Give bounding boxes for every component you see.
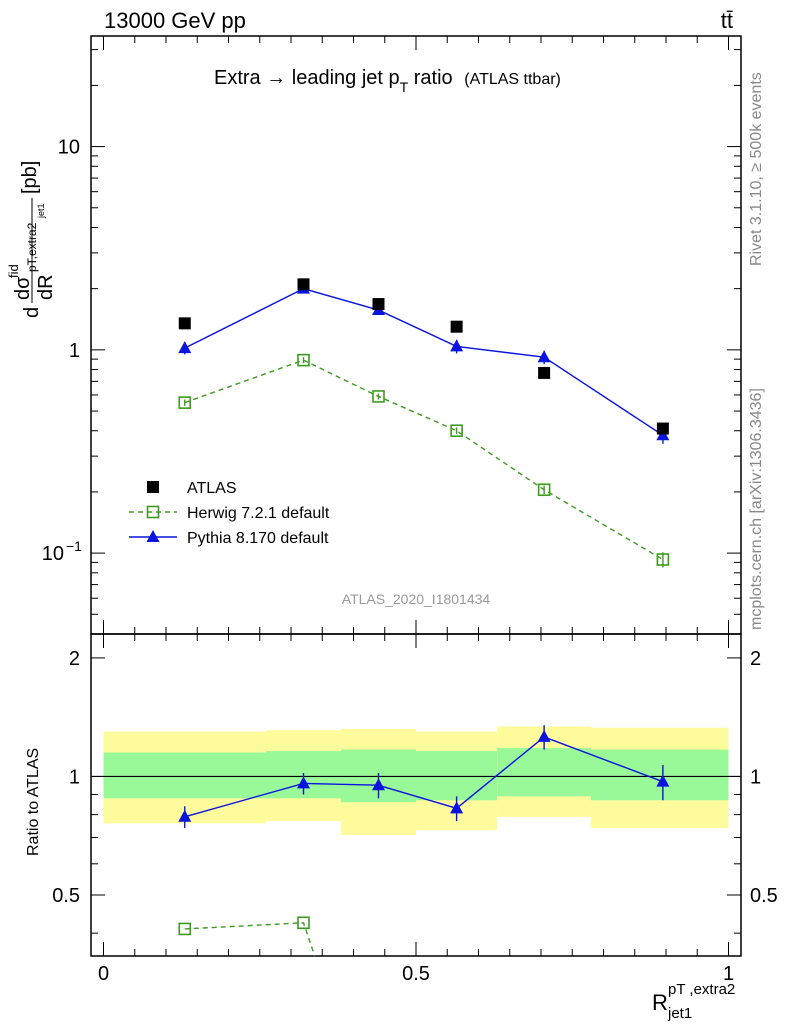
legend-marker — [146, 530, 160, 542]
plot-title-main: Extra → leading jet p — [214, 67, 400, 89]
plot-title-small: (ATLAS ttbar) — [464, 71, 561, 88]
herwig-point — [537, 483, 551, 497]
x-tick-label: 1 — [723, 963, 734, 985]
x-tick-label: 0 — [98, 963, 109, 985]
legend: ATLAS Herwig 7.2.1 default Pythia 8.170 de… — [129, 480, 330, 547]
herwig-point — [297, 353, 310, 367]
legend-marker — [147, 481, 159, 493]
pythia-ratio-point — [372, 778, 385, 791]
xlabel-sup: pT ,extra2 — [668, 981, 735, 998]
atlas-point — [372, 298, 385, 311]
header-right: tt̄ — [721, 8, 733, 33]
xlabel-main: R — [652, 990, 668, 1015]
svg-text:[pb]: [pb] — [19, 161, 41, 194]
y-tick-label-ratio: 2 — [69, 648, 80, 670]
band-inner — [591, 749, 729, 801]
pythia-line — [184, 287, 664, 436]
svg-text:dσ: dσ — [12, 276, 34, 300]
herwig-point — [372, 390, 385, 403]
herwig-ratio-line — [184, 922, 316, 957]
band-inner — [103, 752, 266, 799]
y-tick-label-main: 1 — [69, 340, 80, 362]
legend-label: ATLAS — [187, 480, 237, 497]
pythia-point — [537, 350, 551, 363]
y-tick-label-ratio: 1 — [69, 766, 80, 788]
band-inner — [416, 751, 498, 801]
herwig-ratio-point — [178, 922, 192, 936]
side-text-bottom: mcplots.cern.ch [arXiv:1306.3436] — [748, 388, 765, 630]
data-marks — [178, 278, 670, 957]
svg-text:fid: fid — [6, 264, 21, 278]
side-text-top: Rivet 3.1.10, ≥ 500k events — [748, 72, 765, 266]
herwig-ratio-point — [297, 916, 310, 930]
herwig-point — [450, 424, 463, 438]
pythia-ratio-point — [178, 809, 192, 822]
y-tick-exponent-main: −1 — [66, 538, 82, 554]
y-tick-label-ratio-right: 1 — [750, 766, 761, 788]
pythia-ratio-point — [297, 776, 310, 789]
xlabel-sub: jet1 — [667, 1005, 692, 1022]
atlas-point — [178, 317, 191, 330]
header-left: 13000 GeV pp — [104, 8, 246, 33]
svg-text:d: d — [21, 307, 43, 318]
herwig-line — [184, 359, 664, 561]
x-tick-label: 0.5 — [402, 963, 430, 985]
plot-title-subscript: T — [400, 79, 409, 95]
atlas-point — [538, 366, 551, 379]
y-tick-label-main: 10 — [58, 137, 80, 159]
y-tick-label-main: 10 — [42, 543, 64, 565]
atlas-point — [297, 278, 310, 291]
xlabel: R pT ,extra2 jet1 — [652, 981, 735, 1022]
legend-label: Pythia 8.170 default — [187, 530, 329, 547]
ylabel-main: d dσ fid dR pT,extra2 jet1 [pb] — [6, 161, 57, 318]
atlas-point — [450, 320, 463, 333]
pythia-ratio-point — [450, 801, 464, 814]
ylabel-ratio: Ratio to ATLAS — [25, 748, 42, 856]
legend-marker — [146, 505, 160, 519]
svg-text:jet1: jet1 — [36, 203, 46, 219]
analysis-watermark: ATLAS_2020_I1801434 — [342, 591, 491, 607]
plot-title: Extra → leading jet pT ratio (ATLAS ttba… — [214, 67, 561, 95]
herwig-point — [656, 553, 670, 566]
y-tick-label-ratio: 0.5 — [52, 885, 80, 907]
y-tick-label-ratio-right: 2 — [750, 648, 761, 670]
pythia-ratio-point — [537, 729, 551, 742]
y-tick-label-ratio-right: 0.5 — [750, 885, 778, 907]
pythia-point — [178, 341, 192, 354]
pythia-point — [450, 339, 464, 352]
svg-text:dR: dR — [35, 274, 57, 300]
band-inner — [497, 748, 591, 797]
pythia-ratio-line — [184, 736, 664, 818]
svg-text:pT,extra2: pT,extra2 — [25, 222, 39, 272]
plot-title-tail: ratio — [408, 67, 452, 89]
herwig-point — [178, 396, 192, 409]
pythia-ratio-point — [656, 774, 670, 787]
atlas-point — [656, 422, 669, 435]
legend-label: Herwig 7.2.1 default — [187, 505, 330, 522]
